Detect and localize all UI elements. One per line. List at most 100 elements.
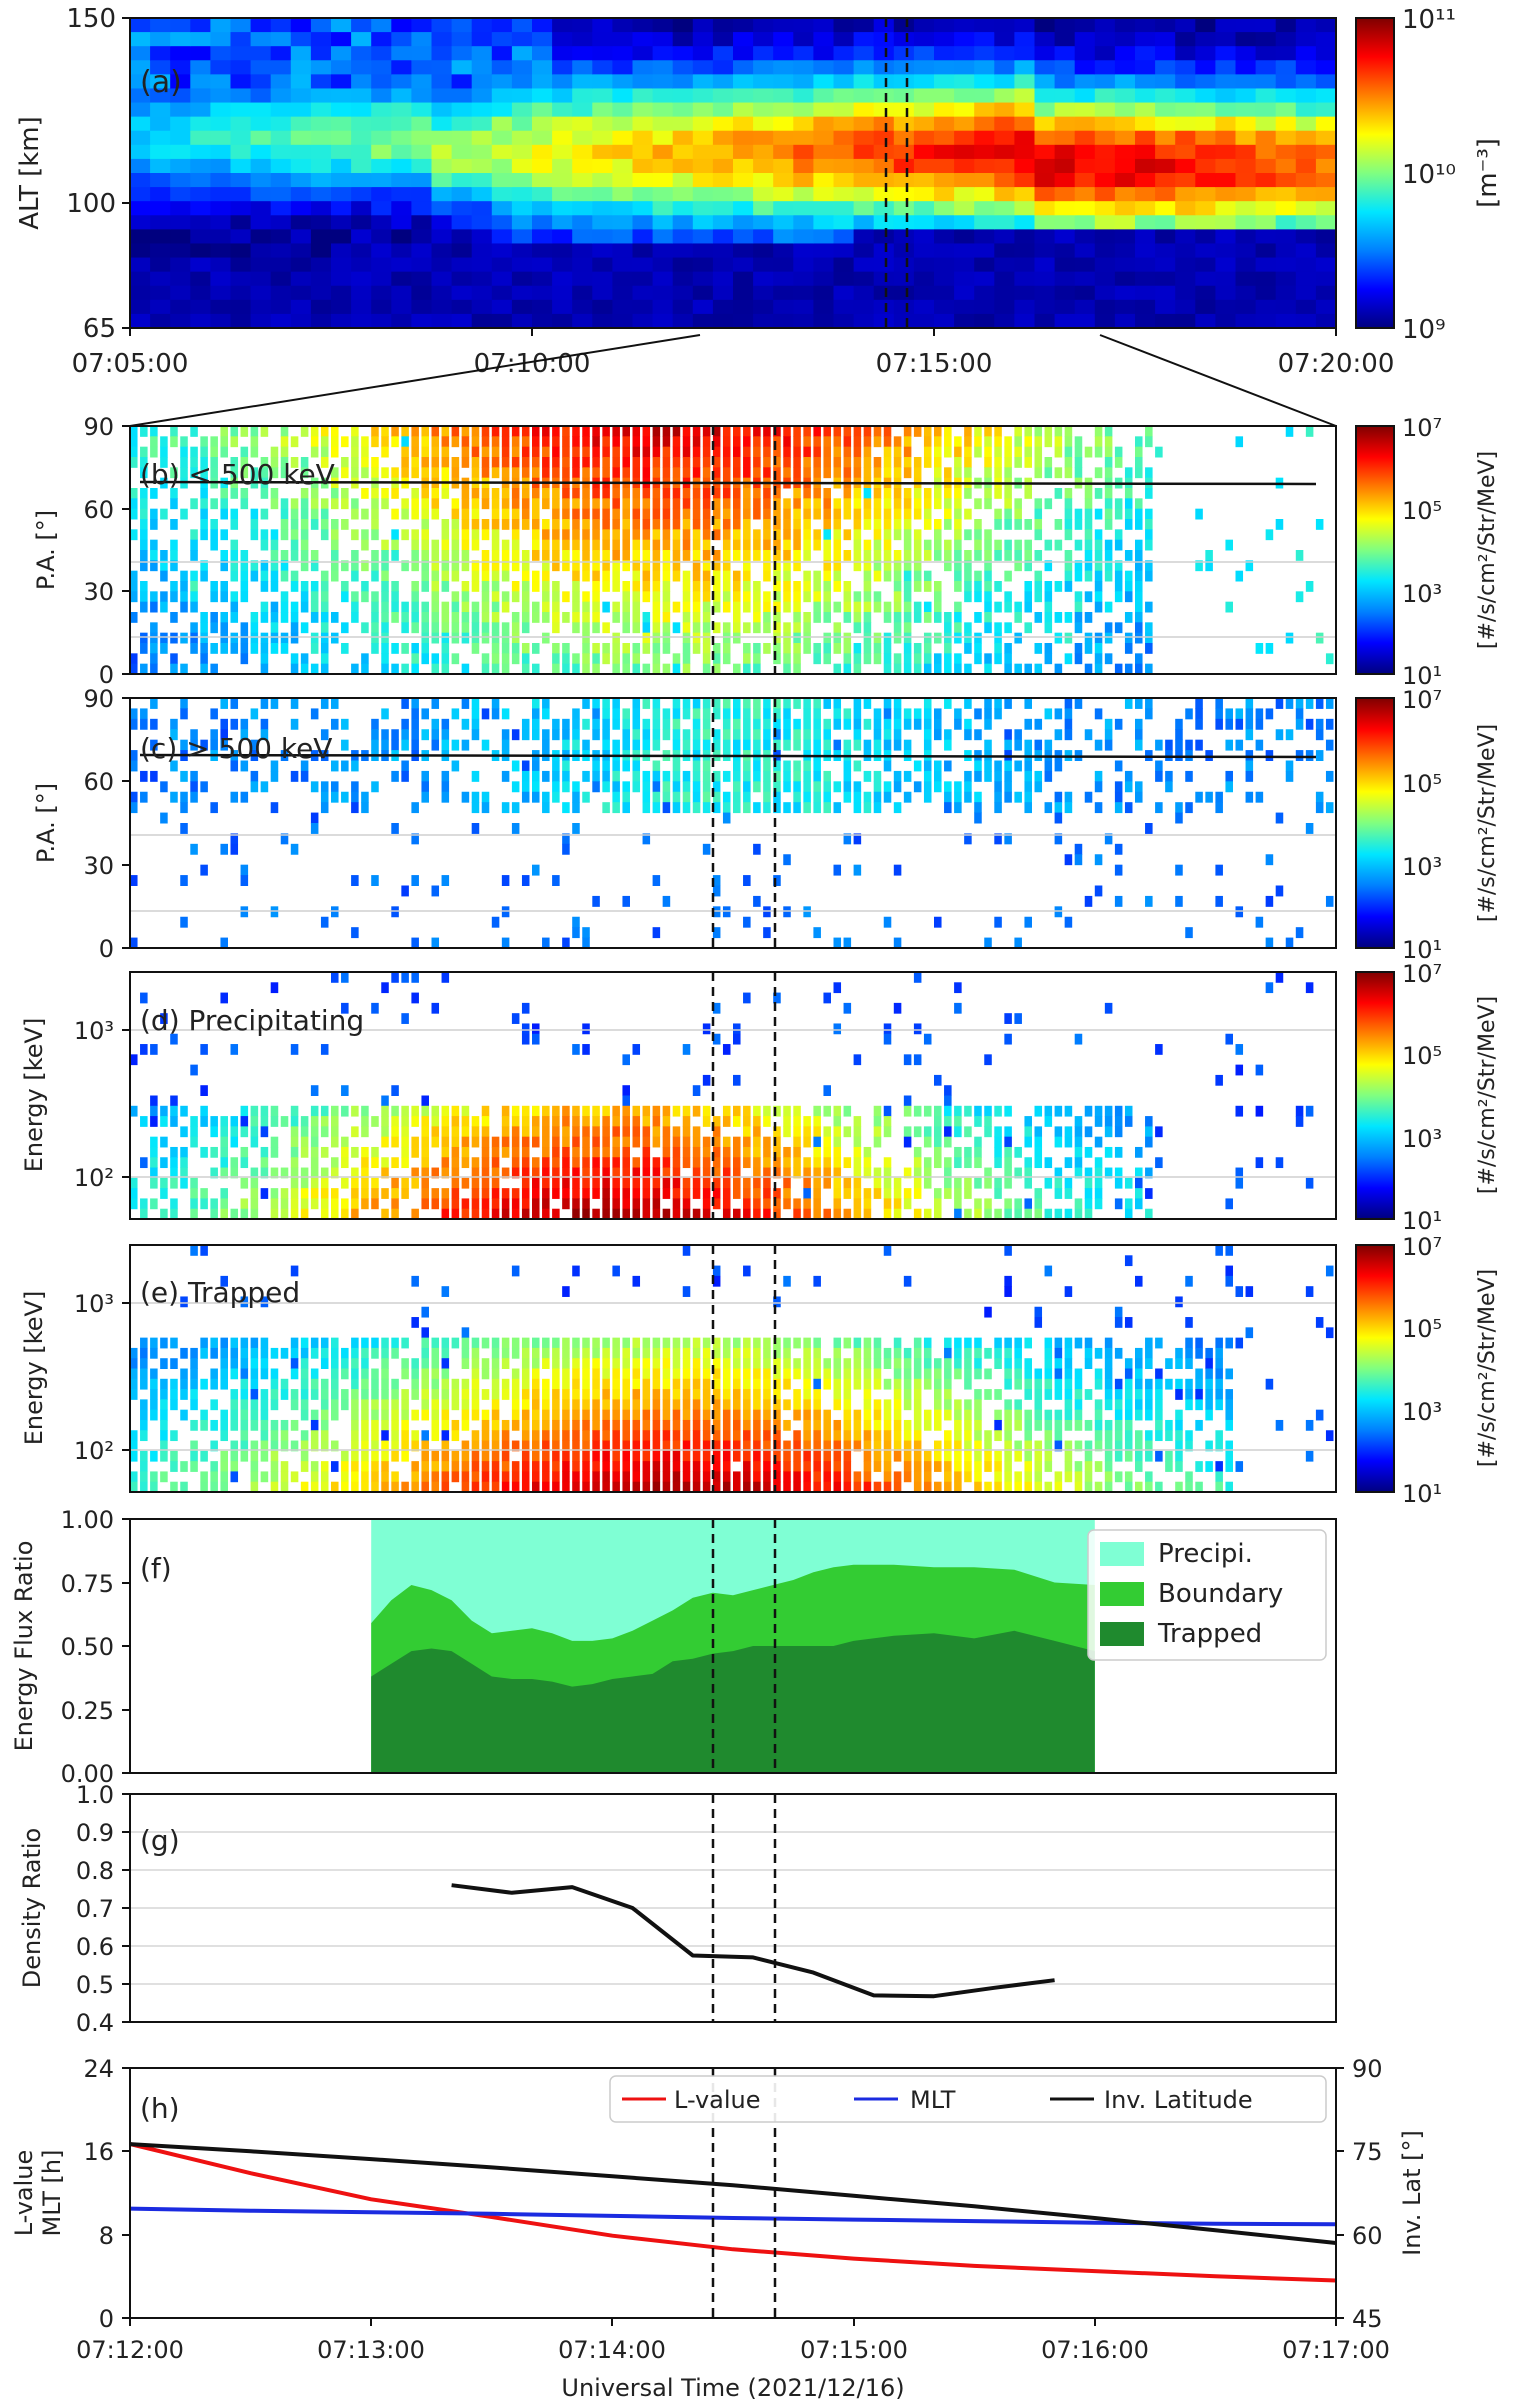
heatmap-cell bbox=[944, 1188, 952, 1199]
heatmap-cell bbox=[471, 144, 493, 160]
heatmap-cell bbox=[632, 581, 641, 592]
heatmap-cell bbox=[712, 436, 721, 448]
heatmap-cell bbox=[803, 550, 811, 561]
heatmap-cell bbox=[1024, 519, 1032, 530]
heatmap-cell bbox=[1054, 812, 1063, 824]
heatmap-cell bbox=[893, 271, 915, 287]
heatmap-cell bbox=[230, 32, 252, 47]
heatmap-cell bbox=[511, 632, 520, 644]
heatmap-cell bbox=[1014, 102, 1036, 118]
heatmap-cell bbox=[542, 791, 550, 803]
heatmap-cell bbox=[130, 144, 151, 160]
heatmap-cell bbox=[1285, 770, 1294, 782]
heatmap-cell bbox=[511, 18, 533, 33]
heatmap-cell bbox=[964, 833, 972, 845]
heatmap-cell bbox=[300, 457, 309, 468]
heatmap-cell bbox=[813, 1177, 821, 1189]
heatmap-cell bbox=[592, 243, 613, 259]
heatmap-cell bbox=[220, 1188, 228, 1199]
heatmap-cell bbox=[280, 570, 289, 582]
heatmap-cell bbox=[481, 739, 490, 751]
heatmap-cell bbox=[672, 560, 681, 572]
heatmap-cell bbox=[1124, 643, 1133, 654]
heatmap-cell bbox=[954, 173, 975, 188]
heatmap-cell bbox=[682, 739, 691, 751]
heatmap-cell bbox=[1165, 770, 1173, 782]
heatmap-cell bbox=[220, 612, 228, 623]
heatmap-cell bbox=[813, 708, 821, 720]
heatmap-cell bbox=[1255, 718, 1264, 730]
heatmap-cell bbox=[270, 612, 279, 623]
heatmap-cell bbox=[180, 739, 188, 751]
heatmap-cell bbox=[431, 88, 453, 104]
heatmap-cell bbox=[270, 446, 279, 458]
heatmap-cell bbox=[471, 802, 480, 814]
heatmap-cell bbox=[592, 257, 613, 273]
heatmap-cell bbox=[853, 102, 875, 118]
heatmap-cell bbox=[934, 1188, 942, 1199]
heatmap-cell bbox=[793, 201, 814, 216]
heatmap-cell bbox=[491, 299, 513, 315]
heatmap-cell bbox=[672, 1157, 681, 1169]
heatmap-cell bbox=[692, 18, 714, 33]
heatmap-cell bbox=[903, 739, 912, 751]
heatmap-cell bbox=[1084, 560, 1093, 572]
heatmap-cell bbox=[270, 299, 292, 315]
heatmap-cell bbox=[532, 581, 540, 592]
heatmap-cell bbox=[652, 426, 661, 437]
heatmap-cell bbox=[944, 1085, 952, 1096]
heatmap-cell bbox=[1064, 560, 1073, 572]
heatmap-cell bbox=[331, 1105, 339, 1117]
heatmap-cell bbox=[934, 1146, 942, 1158]
heatmap-cell bbox=[1074, 436, 1083, 448]
heatmap-cell bbox=[612, 498, 620, 510]
heatmap-cell bbox=[652, 130, 674, 146]
heatmap-cell bbox=[532, 74, 553, 90]
heatmap-cell bbox=[190, 32, 211, 47]
heatmap-cell bbox=[1275, 88, 1297, 104]
heatmap-cell bbox=[773, 529, 781, 541]
heatmap-cell bbox=[1114, 32, 1136, 47]
heatmap-cell bbox=[130, 760, 138, 772]
heatmap-cell bbox=[320, 1177, 329, 1189]
heatmap-cell bbox=[712, 1146, 721, 1158]
heatmap-cell bbox=[1104, 498, 1113, 510]
heatmap-cell bbox=[743, 698, 751, 709]
heatmap-cell bbox=[763, 781, 771, 793]
heatmap-cell bbox=[391, 229, 412, 245]
heatmap-cell bbox=[411, 285, 433, 301]
heatmap-cell bbox=[532, 781, 540, 793]
heatmap-cell bbox=[200, 1146, 208, 1158]
heatmap-cell bbox=[1034, 243, 1056, 259]
heatmap-cell bbox=[954, 653, 962, 665]
heatmap-cell bbox=[190, 622, 198, 634]
heatmap-cell bbox=[1175, 271, 1196, 287]
heatmap-cell bbox=[903, 1126, 912, 1138]
heatmap-cell bbox=[250, 299, 272, 315]
heatmap-cell bbox=[1145, 529, 1153, 541]
heatmap-cell bbox=[592, 770, 600, 782]
heatmap-cell bbox=[371, 201, 392, 216]
heatmap-cell bbox=[773, 243, 794, 259]
heatmap-cell bbox=[471, 313, 493, 329]
heatmap-cell bbox=[1295, 750, 1304, 761]
heatmap-cell bbox=[411, 643, 419, 654]
heatmap-cell bbox=[672, 622, 681, 634]
heatmap-cell bbox=[853, 498, 862, 510]
heatmap-cell bbox=[1104, 622, 1113, 634]
heatmap-cell bbox=[401, 1188, 409, 1199]
heatmap-cell bbox=[813, 446, 821, 458]
heatmap-cell bbox=[1155, 88, 1176, 104]
heatmap-cell bbox=[421, 729, 429, 741]
heatmap-cell bbox=[743, 560, 751, 572]
heatmap-cell bbox=[552, 32, 573, 47]
heatmap-cell bbox=[1024, 698, 1032, 709]
heatmap-cell bbox=[391, 906, 399, 918]
heatmap-cell bbox=[702, 760, 711, 772]
heatmap-cell bbox=[501, 426, 510, 437]
heatmap-cell bbox=[250, 257, 272, 273]
heatmap-cell bbox=[672, 457, 681, 468]
heatmap-cell bbox=[572, 581, 580, 592]
heatmap-cell bbox=[431, 173, 453, 188]
heatmap-cell bbox=[532, 760, 540, 772]
